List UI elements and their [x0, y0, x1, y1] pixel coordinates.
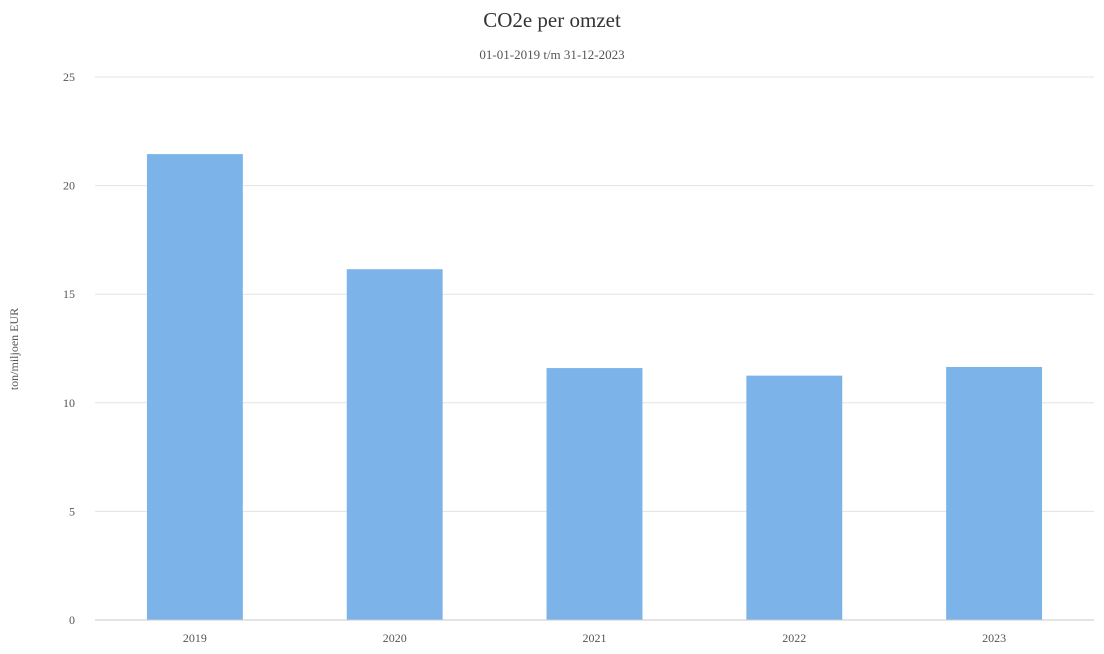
x-tick-label: 2022 — [782, 631, 806, 645]
x-tick-label: 2023 — [982, 631, 1006, 645]
x-tick-label: 2021 — [583, 631, 607, 645]
y-tick-label: 20 — [63, 179, 75, 193]
chart-subtitle: 01-01-2019 t/m 31-12-2023 — [479, 47, 624, 62]
gridlines — [95, 76, 1094, 512]
y-tick-label: 15 — [63, 287, 75, 301]
chart-title: CO2e per omzet — [483, 8, 621, 32]
x-tick-label: 2020 — [383, 631, 407, 645]
bar — [946, 366, 1043, 620]
bar — [146, 154, 243, 620]
x-axis-ticks: 2019 2020 2021 2022 2023 — [183, 631, 1006, 645]
y-axis-ticks: 0 5 10 15 20 25 — [63, 70, 75, 627]
x-tick-label: 2019 — [183, 631, 207, 645]
y-axis-label: ton/miljoen EUR — [7, 308, 21, 390]
y-tick-label: 5 — [69, 504, 75, 518]
bar — [746, 375, 843, 620]
bars — [146, 154, 1043, 620]
y-tick-label: 0 — [69, 613, 75, 627]
y-tick-label: 25 — [63, 70, 75, 84]
y-tick-label: 10 — [63, 396, 75, 410]
bar — [546, 368, 643, 620]
bar — [346, 269, 443, 620]
